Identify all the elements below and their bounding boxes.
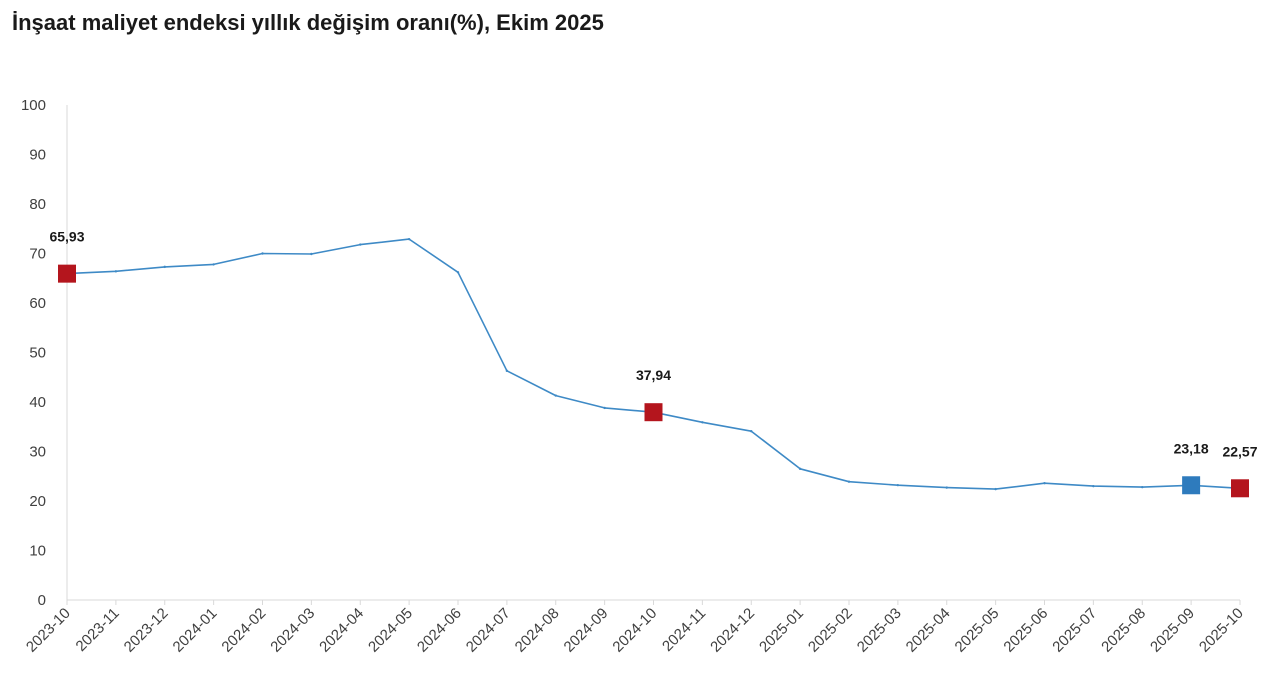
x-tick-label: 2024-11: [659, 605, 709, 655]
series: [65, 237, 1242, 491]
data-label-2025-10: 22,57: [1222, 443, 1257, 459]
x-tick-label: 2023-12: [121, 605, 172, 656]
data-label-2023-10: 65,93: [49, 229, 84, 245]
data-label-2024-10: 37,94: [636, 367, 671, 383]
series-line: [66, 238, 1241, 490]
x-tick-label: 2024-07: [463, 605, 514, 656]
highlight-marker-2025-10: [1231, 479, 1249, 498]
data-point: [750, 430, 753, 433]
x-tick-label: 2024-08: [512, 605, 563, 656]
y-tick-label: 40: [29, 394, 46, 411]
x-tick-label: 2024-06: [414, 605, 465, 656]
data-point: [163, 265, 166, 269]
data-point: [945, 486, 948, 489]
chart-title: İnşaat maliyet endeksi yıllık değişim or…: [12, 10, 604, 35]
data-point: [310, 252, 313, 256]
y-tick-label: 70: [29, 246, 46, 263]
data-point: [212, 263, 215, 266]
data-point: [505, 369, 509, 373]
x-tick-label: 2025-10: [1196, 605, 1247, 656]
y-tick-label: 10: [29, 543, 46, 560]
x-tick-label: 2025-02: [805, 605, 856, 656]
x-tick-label: 2025-06: [1000, 605, 1051, 656]
data-point: [896, 483, 900, 487]
x-tick-label: 2025-07: [1049, 605, 1100, 656]
y-tick-label: 0: [38, 592, 46, 609]
x-tick-label: 2023-10: [23, 605, 74, 656]
x-tick-label: 2024-03: [267, 605, 318, 656]
data-point: [554, 394, 557, 397]
x-tick-label: 2024-09: [560, 605, 611, 656]
x-tick-label: 2024-04: [316, 605, 367, 656]
highlight-marker-2025-09: [1182, 476, 1201, 495]
x-tick-label: 2025-05: [951, 605, 1002, 656]
data-point: [114, 270, 118, 273]
x-tick-label: 2025-08: [1098, 605, 1149, 656]
data-point: [407, 237, 411, 241]
x-tick-label: 2025-09: [1147, 605, 1198, 656]
x-tick-label: 2024-12: [707, 605, 758, 656]
y-tick-label: 80: [29, 196, 46, 213]
x-tick-label: 2024-10: [609, 605, 660, 656]
y-axis: 0 10 20 30 40 50 60 70 80 90 100: [21, 97, 68, 609]
data-point: [1092, 484, 1095, 488]
data-point: [261, 252, 264, 255]
y-tick-label: 100: [21, 97, 46, 114]
data-label-2025-09: 23,18: [1174, 440, 1209, 456]
y-tick-label: 90: [29, 147, 46, 164]
data-point: [603, 406, 606, 410]
y-tick-label: 60: [29, 295, 46, 312]
data-point: [798, 467, 802, 471]
data-point: [359, 243, 362, 246]
highlight-marker-2024-10: [644, 403, 663, 422]
data-point: [994, 487, 997, 491]
highlight-marker-2023-10: [58, 264, 76, 283]
data-point: [1043, 481, 1046, 485]
y-tick-label: 50: [29, 345, 46, 362]
data-point: [701, 421, 704, 424]
y-tick-label: 20: [29, 493, 46, 510]
x-tick-label: 2025-04: [903, 605, 954, 656]
data-point: [847, 480, 851, 483]
x-tick-label: 2024-01: [169, 605, 220, 656]
data-point: [1141, 485, 1144, 489]
x-tick-label: 2024-05: [365, 605, 416, 656]
x-tick-label: 2023-11: [73, 605, 123, 655]
x-tick-label: 2024-02: [218, 605, 269, 656]
data-labels: 65,93 37,94 23,18 22,57: [49, 229, 1257, 460]
y-tick-label: 30: [29, 444, 46, 461]
highlight-markers: [58, 264, 1249, 498]
data-point: [456, 271, 460, 274]
x-axis: 2023-102023-112023-122024-012024-022024-…: [23, 599, 1247, 656]
x-tick-label: 2025-01: [756, 605, 807, 656]
x-tick-label: 2025-03: [854, 605, 905, 656]
